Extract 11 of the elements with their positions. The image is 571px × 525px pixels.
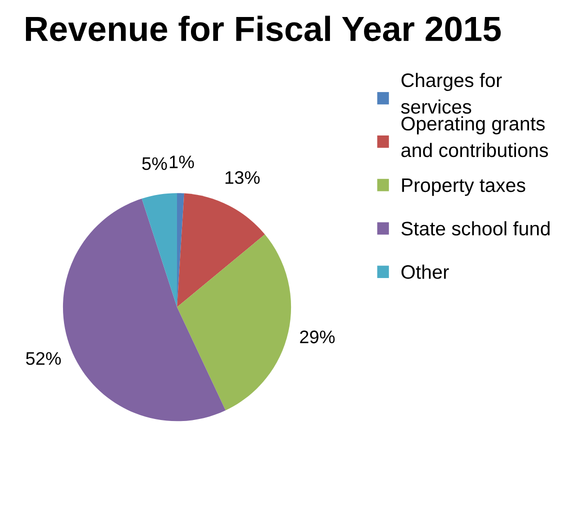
data-label: 52% — [26, 352, 61, 365]
data-label: 13% — [226, 171, 260, 184]
data-label: 1% — [170, 156, 194, 168]
legend-label: Operating grants and contributions — [401, 116, 548, 158]
chart-title: Revenue for Fiscal Year 2015 — [26, 16, 501, 42]
legend-label: State school fund — [401, 221, 550, 236]
legend-label: Charges for services — [401, 72, 502, 114]
data-label: 29% — [300, 330, 335, 344]
data-label: 5% — [142, 157, 167, 170]
legend-label: Other — [401, 264, 449, 279]
legend-label: Property taxes — [402, 178, 526, 196]
